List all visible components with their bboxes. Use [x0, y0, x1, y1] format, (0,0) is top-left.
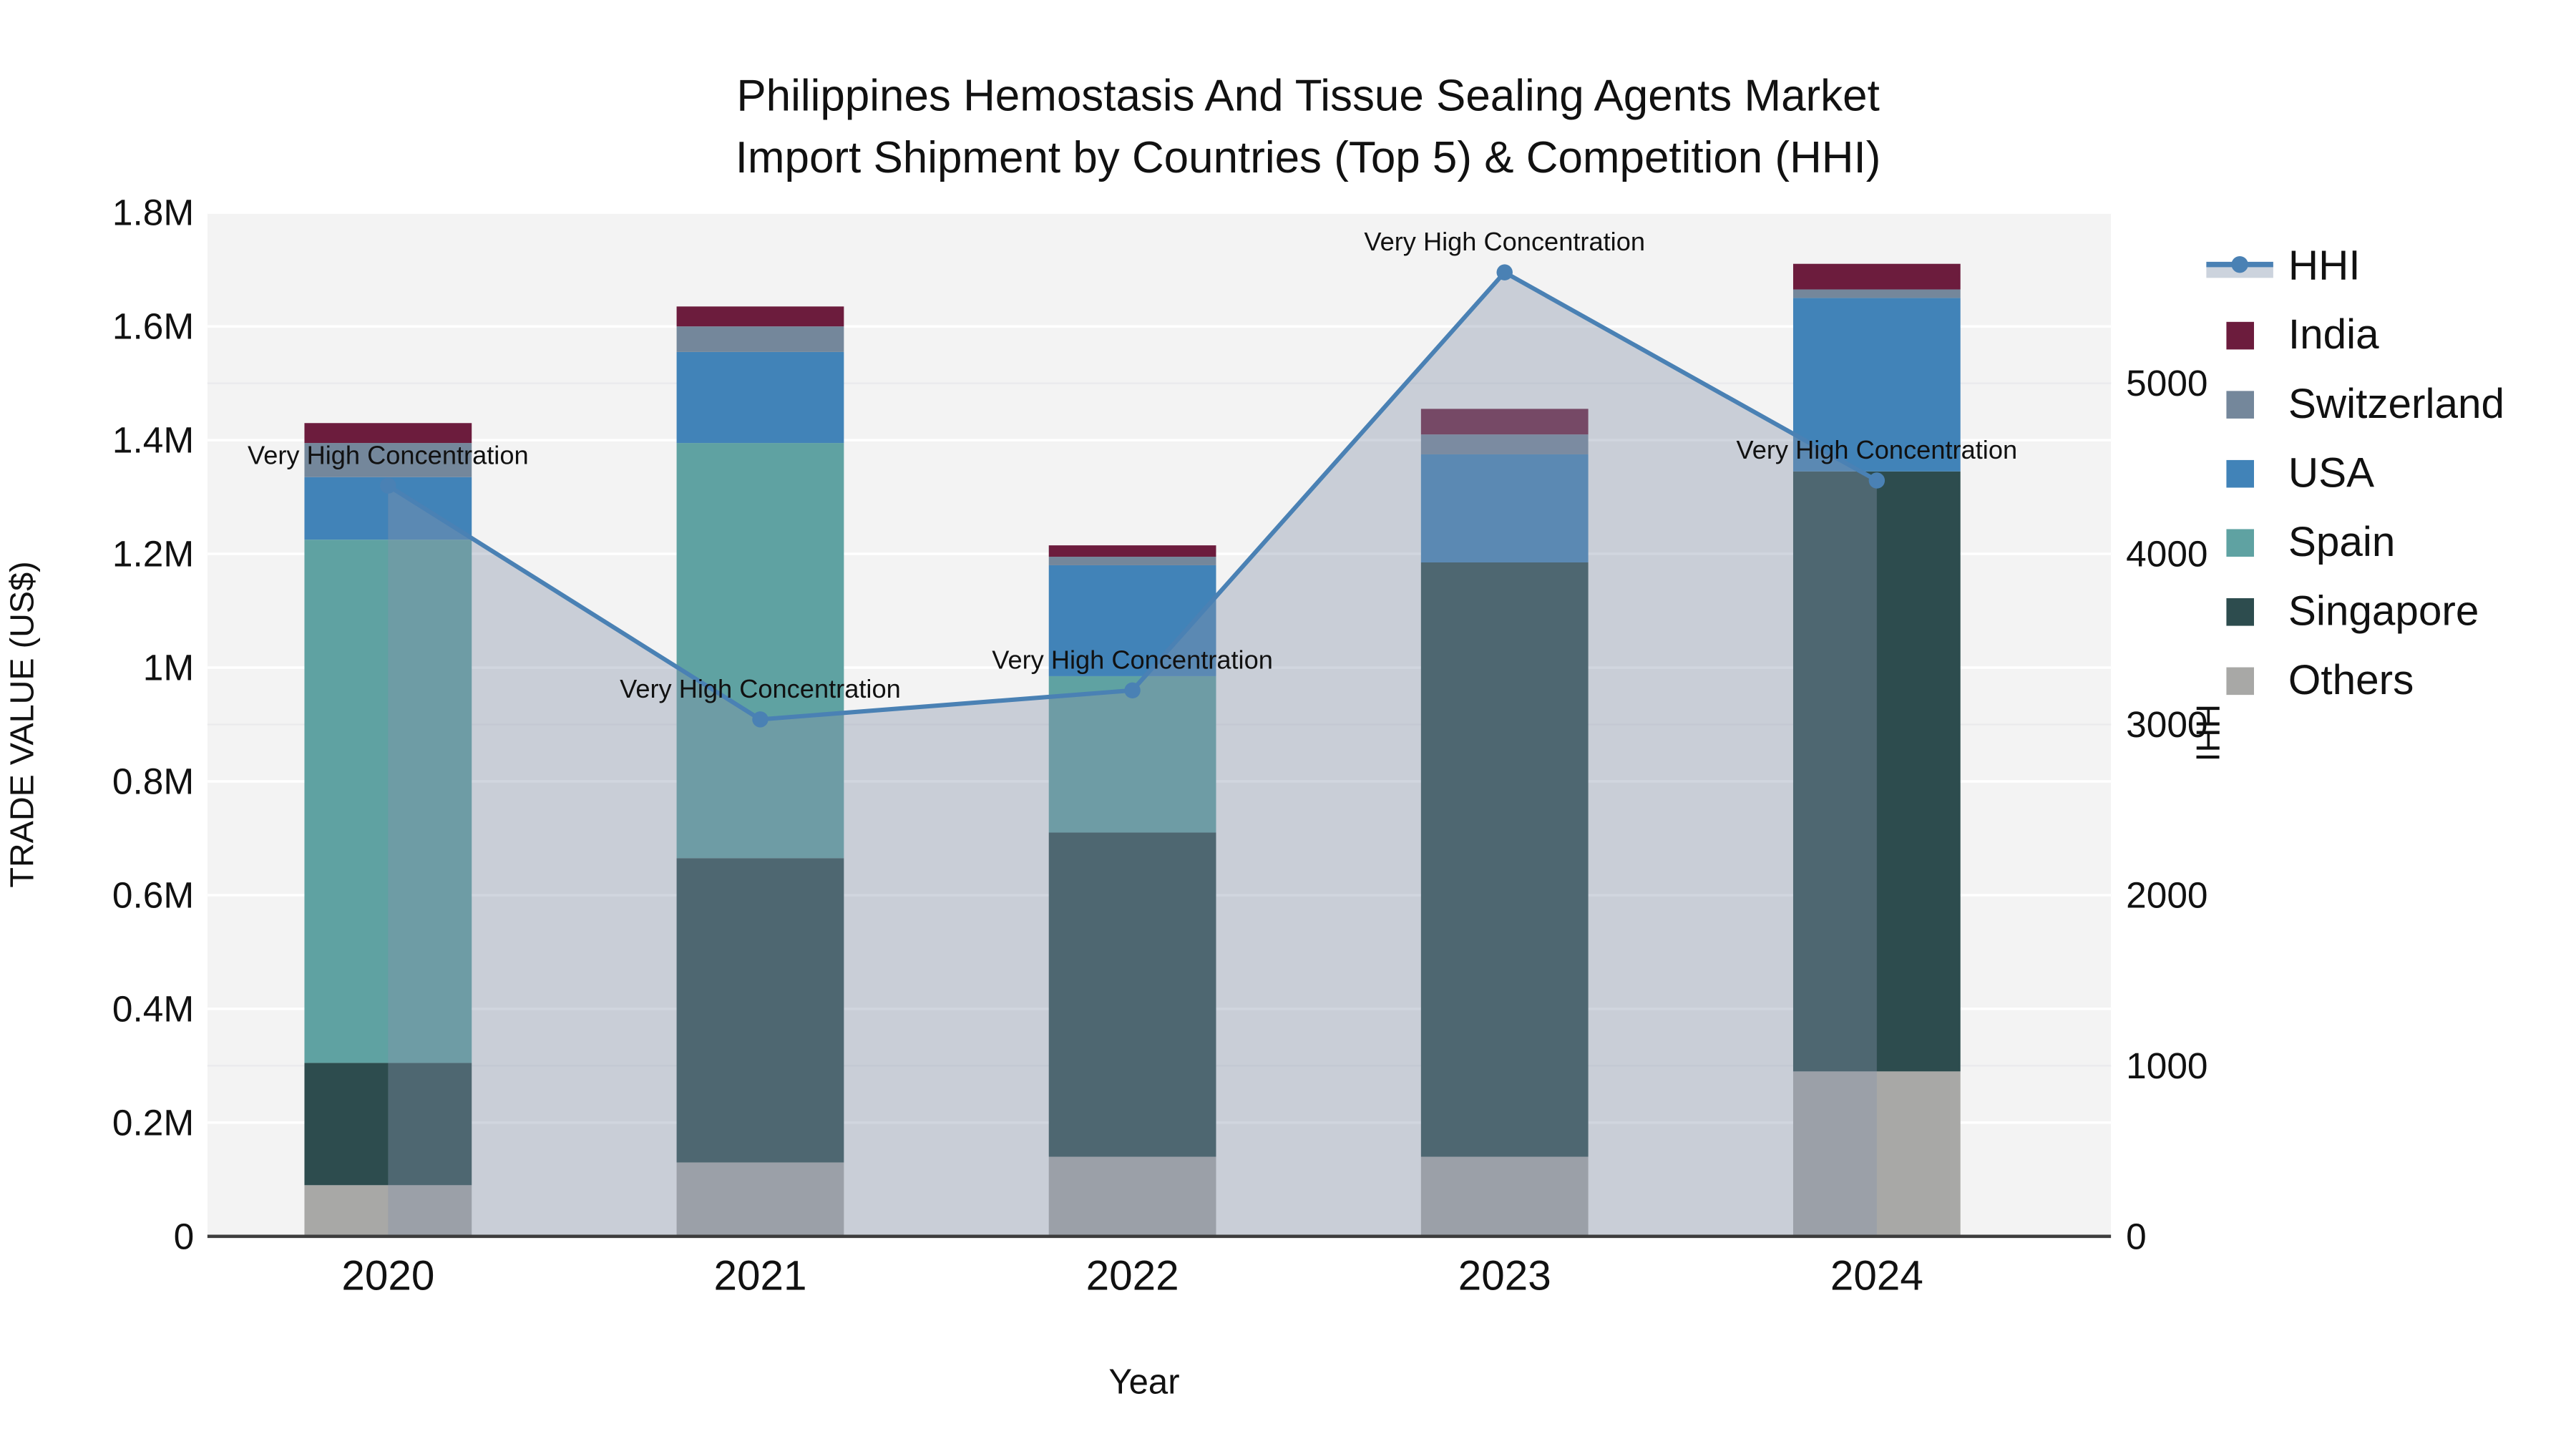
bar-segment-india-2023[interactable]	[1420, 409, 1589, 435]
chart-title-line2: Import Shipment by Countries (Top 5) & C…	[736, 133, 1881, 182]
annotation-2022: Very High Concentration	[992, 645, 1273, 674]
y-right-tick-label: 4000	[2126, 533, 2207, 575]
legend-label-others: Others	[2288, 657, 2414, 703]
legend-label-switzerland: Switzerland	[2288, 381, 2504, 427]
y-left-tick-label: 1.8M	[112, 192, 194, 233]
y-right-axis-title: HHI	[2189, 704, 2226, 762]
bar-segment-switzerland-2022[interactable]	[1048, 557, 1216, 565]
bar-segment-singapore-2022[interactable]	[1048, 832, 1216, 1157]
legend-label-spain: Spain	[2288, 519, 2395, 565]
hhi-area-group	[388, 272, 1877, 1236]
hhi-marker-2020[interactable]	[380, 477, 396, 494]
legend-item-india[interactable]: India	[2226, 311, 2379, 358]
x-tick-label-2023: 2023	[1458, 1253, 1551, 1299]
y-left-tick-label: 0.8M	[112, 761, 194, 802]
bar-segment-others-2024[interactable]	[1792, 1071, 1961, 1236]
y-left-tick-label: 1.4M	[112, 419, 194, 461]
legend-label-hhi: HHI	[2288, 243, 2361, 289]
hhi-marker-2023[interactable]	[1496, 264, 1513, 280]
y-left-axis-title: TRADE VALUE (US$)	[4, 561, 41, 887]
bar-segment-switzerland-2024[interactable]	[1792, 289, 1961, 298]
y-left-tick-label: 1.6M	[112, 306, 194, 347]
bar-segment-usa-2024[interactable]	[1792, 298, 1961, 472]
hhi-area-fill	[388, 272, 1877, 1236]
hhi-marker-2022[interactable]	[1124, 682, 1141, 699]
legend-item-spain[interactable]: Spain	[2226, 519, 2395, 565]
y-left-tick-label: 1M	[143, 647, 194, 688]
y-left-tick-label: 0.4M	[112, 987, 194, 1029]
legend-swatch-singapore	[2226, 598, 2254, 626]
y-left-tick-label: 0.6M	[112, 874, 194, 915]
y-right-tick-label: 5000	[2126, 362, 2207, 404]
y-right-tick-label: 0	[2126, 1215, 2147, 1257]
bar-segment-others-2021[interactable]	[676, 1162, 844, 1236]
bar-segment-spain-2022[interactable]	[1048, 675, 1216, 833]
annotations-group: Very High Concentration Very High Concent…	[248, 227, 2017, 703]
y-right-tick-labels: 0 1000 2000 3000 4000 5000	[2126, 362, 2207, 1257]
y-left-tick-labels: 0 0.2M 0.4M 0.6M 0.8M 1M 1.2M 1.4M 1.6M 1.8M	[112, 192, 194, 1257]
bar-segment-india-2022[interactable]	[1048, 545, 1216, 557]
bar-segment-singapore-2023[interactable]	[1420, 562, 1589, 1157]
bar-segment-spain-2021[interactable]	[676, 443, 844, 859]
legend-swatch-usa	[2226, 459, 2254, 488]
bar-segment-india-2024[interactable]	[1792, 263, 1961, 290]
bar-segment-usa-2023[interactable]	[1420, 454, 1589, 562]
x-axis-title: Year	[1108, 1363, 1179, 1402]
legend-label-india: India	[2288, 311, 2379, 358]
legend-item-singapore[interactable]: Singapore	[2226, 587, 2479, 634]
bar-segment-spain-2020[interactable]	[304, 540, 472, 1063]
legend-label-singapore: Singapore	[2288, 587, 2479, 634]
legend-swatch-spain	[2226, 529, 2254, 557]
bar-segment-switzerland-2020[interactable]	[304, 443, 472, 477]
bar-segment-switzerland-2023[interactable]	[1420, 434, 1589, 454]
hhi-marker-2024[interactable]	[1868, 472, 1885, 489]
x-tick-label-2021: 2021	[713, 1253, 806, 1299]
legend-swatch-others	[2226, 667, 2254, 696]
x-tick-label-2020: 2020	[341, 1253, 434, 1299]
legend-label-usa: USA	[2288, 449, 2374, 496]
hhi-marker-2021[interactable]	[752, 711, 769, 728]
bar-segment-singapore-2021[interactable]	[676, 858, 844, 1163]
y-left-tick-label: 0.2M	[112, 1101, 194, 1143]
annotation-2021: Very High Concentration	[620, 674, 901, 703]
hhi-line-group	[380, 264, 1885, 728]
y-right-tick-label: 1000	[2126, 1045, 2207, 1086]
legend-swatch-switzerland	[2226, 391, 2254, 419]
legend-swatch-india	[2226, 321, 2254, 350]
x-tick-labels: 2020 2021 2022 2023 2024	[341, 1253, 1923, 1299]
annotation-2023: Very High Concentration	[1364, 227, 1645, 256]
bar-segment-india-2021[interactable]	[676, 306, 844, 327]
y-right-tick-label: 2000	[2126, 874, 2207, 915]
annotation-2020: Very High Concentration	[248, 440, 529, 469]
y-left-tick-label: 0	[174, 1215, 195, 1257]
bar-segment-others-2022[interactable]	[1048, 1156, 1216, 1236]
legend-item-others[interactable]: Others	[2226, 657, 2414, 703]
bar-segment-others-2023[interactable]	[1420, 1156, 1589, 1236]
legend-hhi-marker-swatch	[2231, 255, 2248, 273]
legend: HHI India Switzerland USA Spain Singapore Othe…	[2206, 243, 2504, 703]
bar-segment-usa-2021[interactable]	[676, 351, 844, 444]
bar-segment-usa-2022[interactable]	[1048, 565, 1216, 676]
bar-segment-singapore-2024[interactable]	[1792, 471, 1961, 1072]
annotation-2024: Very High Concentration	[1737, 435, 2018, 464]
bar-segment-singapore-2020[interactable]	[304, 1063, 472, 1186]
bar-segment-india-2020[interactable]	[304, 423, 472, 444]
chart-title-line1: Philippines Hemostasis And Tissue Sealin…	[736, 72, 1879, 121]
legend-item-switzerland[interactable]: Switzerland	[2226, 381, 2504, 427]
bar-segment-others-2020[interactable]	[304, 1185, 472, 1236]
bar-series-group	[304, 263, 1961, 1236]
x-tick-label-2024: 2024	[1830, 1253, 1923, 1299]
bar-segment-switzerland-2021[interactable]	[676, 326, 844, 352]
x-tick-label-2022: 2022	[1086, 1253, 1179, 1299]
y-right-tick-label: 3000	[2126, 703, 2207, 745]
y-left-tick-label: 1.2M	[112, 533, 194, 575]
legend-item-usa[interactable]: USA	[2226, 449, 2374, 496]
legend-item-hhi[interactable]: HHI	[2206, 243, 2361, 289]
